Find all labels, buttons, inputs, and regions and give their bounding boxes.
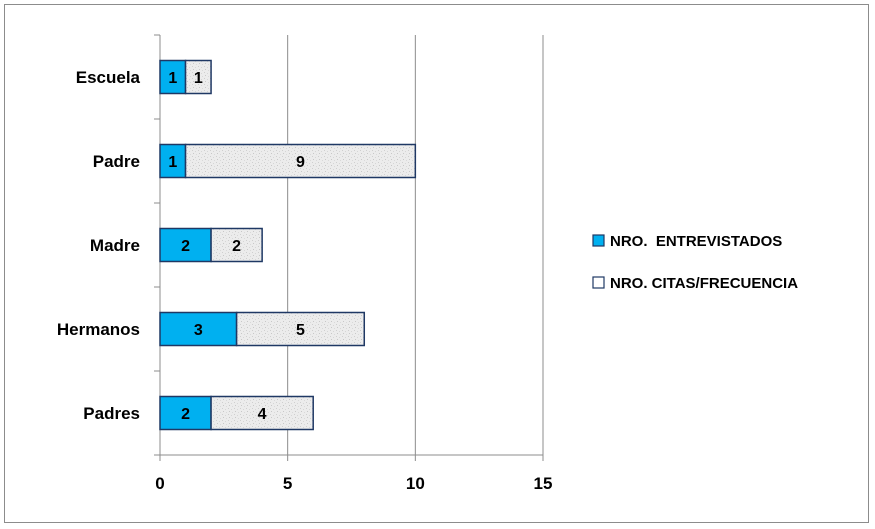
data-label: 1 xyxy=(168,154,177,171)
category-label: Padres xyxy=(83,404,140,423)
data-label: 4 xyxy=(258,406,267,423)
legend-label: NRO. CITAS/FRECUENCIA xyxy=(610,275,798,292)
category-label: Escuela xyxy=(76,68,141,87)
legend: NRO. ENTREVISTADOS NRO. CITAS/FRECUENCIA xyxy=(592,233,798,292)
x-tick-label: 10 xyxy=(406,474,425,493)
bar-segment-citas xyxy=(235,311,366,347)
data-label: 1 xyxy=(168,70,177,87)
bar-segment-entrevistados xyxy=(159,311,238,347)
x-tick-label: 5 xyxy=(283,474,292,493)
data-label: 5 xyxy=(296,322,305,339)
category-label: Hermanos xyxy=(57,320,140,339)
bar-segment-entrevistados xyxy=(159,143,187,179)
x-tick-label: 0 xyxy=(155,474,164,493)
gridlines xyxy=(287,35,544,455)
bar-segment-citas xyxy=(210,395,314,431)
data-label: 2 xyxy=(232,238,241,255)
legend-swatch xyxy=(592,276,605,289)
data-label: 2 xyxy=(181,238,190,255)
category-label: Padre xyxy=(93,152,140,171)
legend-label: NRO. ENTREVISTADOS xyxy=(610,233,782,250)
data-label: 1 xyxy=(194,70,203,87)
axes xyxy=(154,34,544,461)
data-label: 2 xyxy=(181,406,190,423)
bar-segment-entrevistados xyxy=(159,59,187,95)
bar-segment-citas xyxy=(184,59,212,95)
legend-swatch xyxy=(592,234,605,247)
category-label: Madre xyxy=(90,236,140,255)
x-tick-label: 15 xyxy=(534,474,553,493)
chart-frame: 0 5 10 15 Escuela 1 1 Padre 1 9 Madre 2 2 Hermanos 3 5 P… xyxy=(4,4,869,523)
bar-segment-citas xyxy=(210,227,263,263)
bar-segment-entrevistados xyxy=(159,395,212,431)
bar-segment-entrevistados xyxy=(159,227,212,263)
bars xyxy=(159,59,417,431)
data-label: 9 xyxy=(296,154,305,171)
data-label: 3 xyxy=(194,322,203,339)
bar-segment-citas xyxy=(184,143,417,179)
